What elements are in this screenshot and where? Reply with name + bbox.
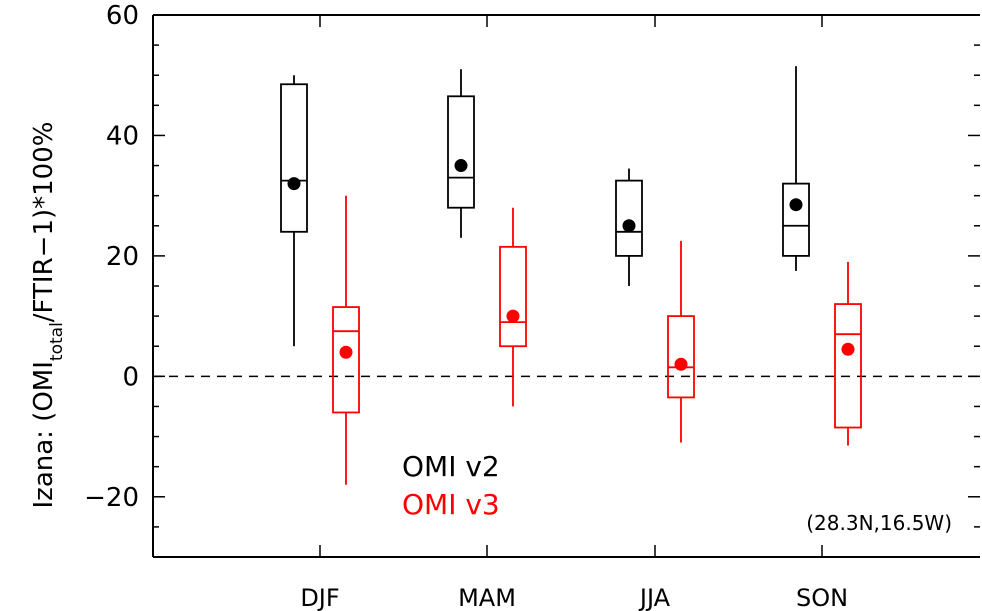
y-tick-label: 40 xyxy=(106,121,139,151)
iqr-box xyxy=(667,315,695,399)
mean-marker xyxy=(622,219,636,233)
mean-marker xyxy=(674,357,688,371)
plot-frame xyxy=(152,14,980,558)
mean-marker xyxy=(789,198,803,212)
series-omi-v3 xyxy=(332,195,862,485)
box-series xyxy=(280,66,862,485)
y-axis: −20 0 20 40 60 xyxy=(84,1,980,558)
mean-marker xyxy=(506,309,520,323)
x-axis: DJF MAM JJA SON xyxy=(300,15,848,611)
y-axis-label: Izana: (OMItotal/FTIR−1)*100% xyxy=(29,122,67,509)
mean-marker xyxy=(454,159,468,173)
location-annotation: (28.3N,16.5W) xyxy=(806,511,952,535)
x-category-label: MAM xyxy=(458,584,516,611)
legend-entry-omi-v2: OMI v2 xyxy=(402,450,500,483)
iqr-box xyxy=(834,303,862,429)
iqr-box xyxy=(332,306,360,414)
iqr-box xyxy=(782,182,810,257)
series-omi-v2 xyxy=(280,66,810,347)
legend-entry-omi-v3: OMI v3 xyxy=(402,488,500,521)
mean-marker xyxy=(287,177,301,191)
x-category-label: SON xyxy=(796,584,848,611)
mean-marker xyxy=(841,342,855,356)
y-tick-label: −20 xyxy=(84,483,139,513)
mean-marker xyxy=(339,345,353,359)
y-tick-label: 0 xyxy=(122,362,139,392)
x-category-label: JJA xyxy=(638,584,671,611)
y-tick-label: 60 xyxy=(106,1,139,31)
iqr-box xyxy=(615,179,643,257)
x-category-label: DJF xyxy=(300,584,339,611)
iqr-box xyxy=(447,95,475,209)
y-tick-label: 20 xyxy=(106,242,139,272)
iqr-box xyxy=(499,245,527,348)
iqr-box xyxy=(280,83,308,233)
